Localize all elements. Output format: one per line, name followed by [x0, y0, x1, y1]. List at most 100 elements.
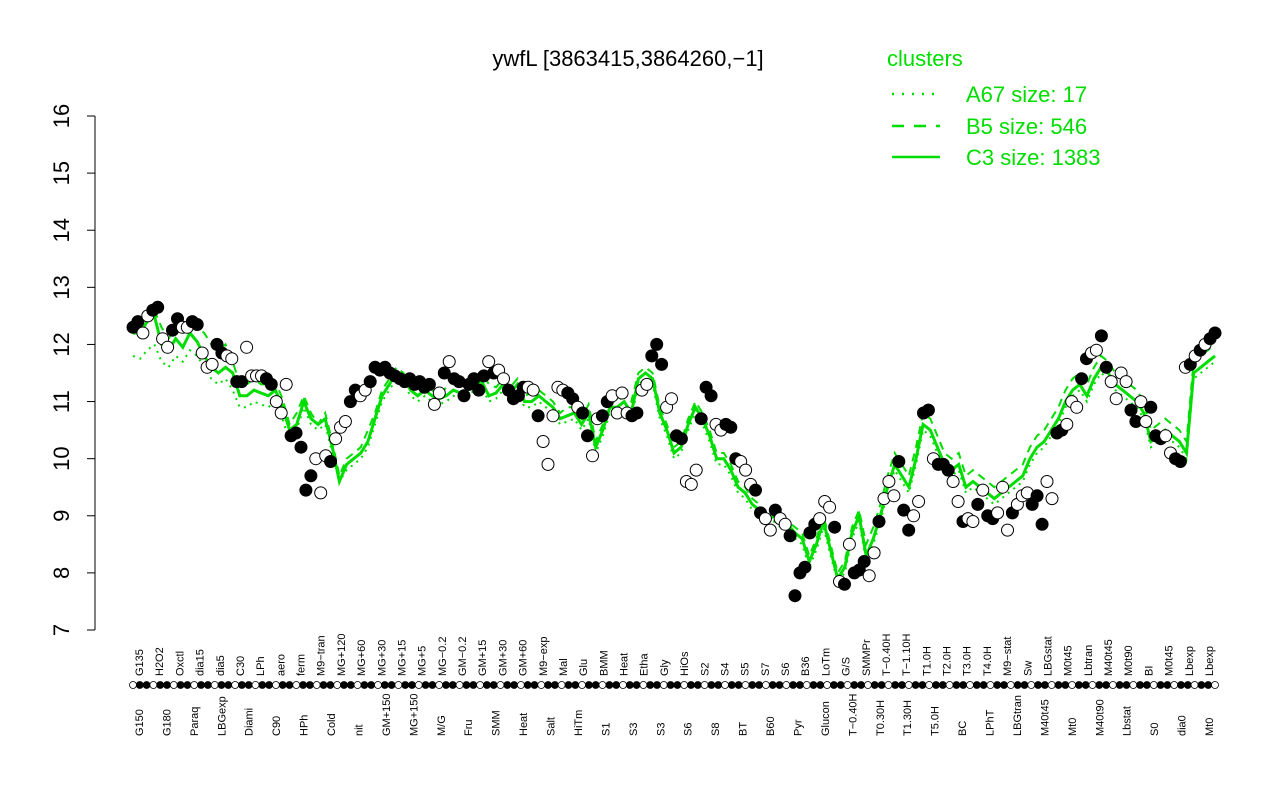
- data-point: [442, 355, 456, 369]
- y-tick-label: 16: [49, 104, 74, 128]
- x-sample-marker: [870, 681, 879, 689]
- x-tick-label: LBGtran: [1012, 695, 1024, 736]
- x-tick-label: G180: [161, 709, 173, 736]
- x-sample-marker: [237, 681, 246, 689]
- x-sample-marker: [959, 681, 968, 689]
- x-tick-label: T3.0H: [962, 646, 974, 676]
- x-sample-marker: [271, 681, 280, 689]
- chart-title: ywfL [3863415,3864260,−1]: [492, 46, 763, 71]
- x-sample-marker: [836, 681, 845, 689]
- x-sample-marker: [1075, 681, 1083, 689]
- data-point: [630, 406, 644, 420]
- x-sample-marker: [428, 681, 437, 689]
- data-point: [798, 560, 812, 574]
- data-point: [1060, 417, 1074, 431]
- x-tick-label: Paraq: [189, 707, 201, 736]
- data-point: [1104, 375, 1118, 389]
- data-point: [739, 463, 753, 477]
- x-sample-marker: [129, 681, 137, 689]
- legend-label-a67: A67 size: 17: [966, 82, 1087, 107]
- data-point: [1030, 489, 1044, 503]
- x-tick-label: H2O2: [154, 647, 166, 676]
- x-sample-marker: [918, 681, 927, 689]
- x-tick-label: M9−tran: [316, 635, 328, 676]
- x-tick-label: Mt0: [1204, 718, 1216, 736]
- data-point: [694, 412, 708, 426]
- x-tick-label: M9−stat: [1002, 637, 1014, 676]
- data-point: [314, 486, 328, 500]
- x-sample-marker: [1047, 681, 1056, 689]
- data-point: [205, 357, 219, 371]
- x-sample-marker: [932, 681, 940, 689]
- x-tick-label: T−0.40H: [881, 633, 893, 676]
- y-tick-label: 9: [49, 510, 74, 522]
- data-point: [1089, 343, 1103, 357]
- x-sample-marker: [414, 681, 423, 689]
- x-sample-marker: [353, 681, 362, 689]
- x-sample-marker: [258, 681, 267, 689]
- x-tick-label: Lbtran: [1083, 645, 1095, 676]
- x-tick-label: dia5: [215, 655, 227, 676]
- x-tick-label: LoTm: [820, 648, 832, 676]
- x-sample-marker: [210, 681, 219, 689]
- x-sample-marker: [891, 681, 900, 689]
- x-tick-label: SMMPr: [861, 639, 873, 676]
- x-sample-marker: [857, 681, 865, 689]
- x-tick-label: S2: [699, 663, 711, 676]
- x-sample-marker: [135, 681, 144, 689]
- x-sample-marker: [1061, 681, 1070, 689]
- x-sample-marker: [904, 681, 913, 689]
- data-point: [526, 383, 540, 397]
- x-tick-label: T0.30H: [875, 700, 887, 736]
- x-sample-marker: [203, 681, 212, 689]
- x-tick-label: M0t45: [1063, 645, 1075, 676]
- data-point: [857, 555, 871, 568]
- x-tick-label: Diami: [244, 708, 256, 736]
- x-sample-marker: [1163, 681, 1172, 689]
- x-sample-marker: [564, 681, 573, 689]
- x-sample-marker: [489, 681, 498, 689]
- data-point: [497, 372, 510, 386]
- x-tick-label: G135: [134, 649, 146, 676]
- x-sample-marker: [993, 681, 1002, 689]
- x-tick-label: HiTm: [573, 710, 585, 736]
- x-sample-marker: [578, 681, 586, 689]
- data-point: [887, 489, 901, 503]
- x-sample-marker: [176, 681, 185, 689]
- data-point: [329, 432, 343, 446]
- x-tick-label: T−0.40H: [847, 693, 859, 736]
- x-sample-marker: [462, 681, 471, 689]
- x-sample-marker: [802, 681, 811, 689]
- data-point: [645, 349, 659, 363]
- x-tick-label: Etha: [639, 652, 651, 676]
- x-sample-marker: [612, 681, 621, 689]
- x-sample-marker: [707, 681, 716, 689]
- data-point: [976, 483, 990, 497]
- x-sample-marker: [693, 681, 702, 689]
- x-sample-marker: [1122, 681, 1131, 689]
- data-point: [921, 403, 935, 417]
- x-tick-label: Lbstat: [1122, 706, 1134, 736]
- x-sample-marker: [442, 681, 450, 689]
- x-tick-label: Sw: [1022, 661, 1034, 676]
- x-sample-marker: [1027, 681, 1036, 689]
- x-sample-marker: [864, 681, 872, 689]
- data-point: [640, 377, 654, 391]
- x-sample-marker: [557, 681, 566, 689]
- data-point: [472, 383, 486, 397]
- x-sample-marker: [1177, 681, 1185, 689]
- x-sample-marker: [1136, 681, 1144, 689]
- data-point: [946, 475, 960, 488]
- x-sample-marker: [482, 681, 491, 689]
- x-sample-marker: [1068, 681, 1076, 689]
- data-point: [872, 515, 886, 528]
- x-sample-marker: [380, 681, 389, 689]
- x-tick-label: S7: [760, 663, 772, 676]
- y-tick-label: 14: [49, 218, 74, 242]
- x-sample-marker: [1020, 681, 1029, 689]
- x-sample-marker: [598, 681, 607, 689]
- x-sample-marker: [727, 681, 736, 689]
- x-tick-label: dia0: [1177, 715, 1189, 736]
- data-point: [951, 495, 965, 508]
- data-point: [1035, 517, 1049, 531]
